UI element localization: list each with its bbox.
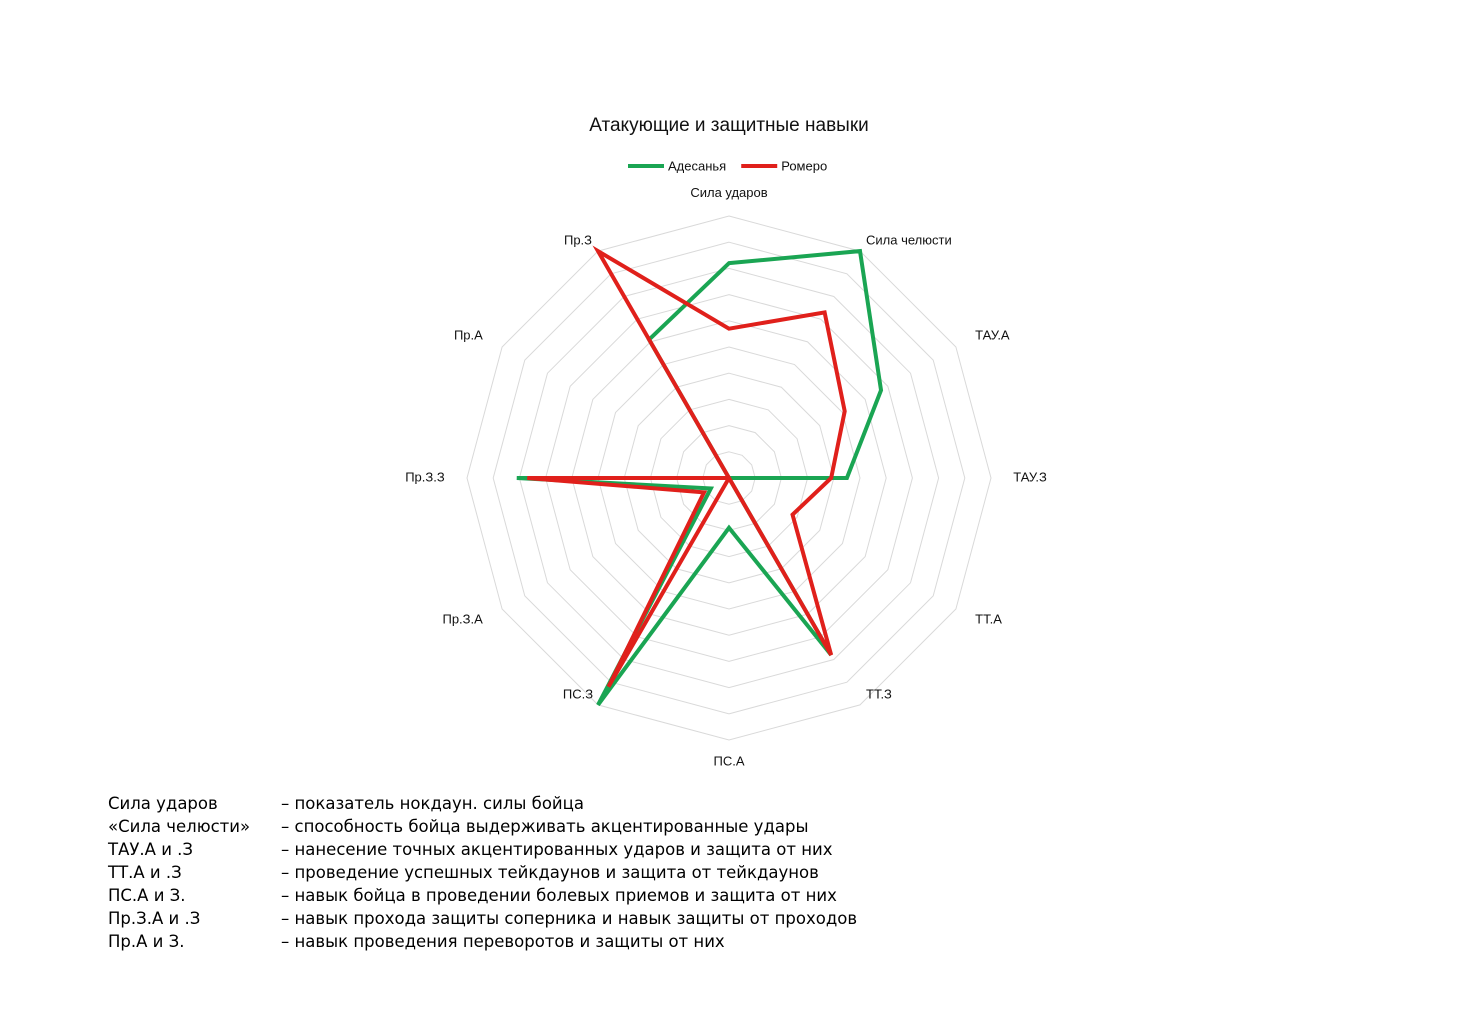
- note-description: – показатель нокдаун. силы бойца: [281, 794, 584, 813]
- series-line: [527, 245, 847, 688]
- note-row: Пр.А и З. – навык проведения переворотов …: [108, 930, 857, 953]
- chart: Атакующие и защитные навыки Сила ударов С…: [405, 115, 1047, 769]
- note-row: Пр.З.А и .З – навык прохода защиты соперн…: [108, 907, 857, 930]
- grid-ring: [466, 215, 992, 741]
- note-term: «Сила челюсти»: [108, 817, 251, 836]
- axis-label: Пр.З: [564, 233, 592, 248]
- note-description: – навык проведения переворотов и защиты …: [281, 932, 725, 951]
- grid-ring: [492, 241, 966, 715]
- grid-ring: [649, 398, 809, 558]
- legend-label: Адесанья: [668, 158, 726, 173]
- note-row: ТТ.А и .З – проведение успешных тейкдауно…: [108, 861, 857, 884]
- note-description: – нанесение точных акцентированных ударо…: [281, 840, 833, 859]
- note-term: Сила ударов: [108, 794, 218, 813]
- axis-label: ПС.А: [713, 754, 744, 769]
- axis-label: Сила челюсти: [866, 233, 952, 248]
- axis-label: ТАУ.А: [975, 327, 1010, 342]
- grid-ring: [571, 320, 887, 636]
- axis-label: Пр.З.З: [405, 469, 445, 484]
- note-term: ПС.А и З.: [108, 886, 186, 905]
- note-row: ТАУ.А и .З – нанесение точных акцентирова…: [108, 838, 857, 861]
- note-term: Пр.А и З.: [108, 932, 185, 951]
- axis-label: ТАУ.З: [1013, 469, 1047, 484]
- chart-title: Атакующие и защитные навыки: [589, 115, 869, 136]
- grid-ring: [623, 372, 835, 584]
- axis-label: Пр.З.А: [442, 612, 483, 627]
- axis-label: ТТ.З: [866, 686, 892, 701]
- axis-label: ПС.З: [563, 686, 593, 701]
- note-description: – навык прохода защиты соперника и навык…: [281, 909, 858, 928]
- axis-label: Сила ударов: [690, 185, 767, 200]
- axis-label: ТТ.А: [975, 612, 1002, 627]
- note-description: – способность бойца выдерживать акцентир…: [281, 817, 809, 836]
- note-description: – проведение успешных тейкдаунов и защит…: [281, 863, 819, 882]
- note-row: Сила ударов – показатель нокдаун. силы бо…: [108, 792, 857, 815]
- axis-label: Пр.А: [454, 327, 483, 342]
- note-term: ТАУ.А и .З: [108, 840, 193, 859]
- note-description: – навык бойца в проведении болевых прием…: [281, 886, 837, 905]
- grid-ring: [518, 267, 940, 689]
- note-row: ПС.А и З. – навык бойца в проведении боле…: [108, 884, 857, 907]
- legend-notes: Сила ударов – показатель нокдаун. силы бо…: [108, 792, 857, 953]
- note-term: Пр.З.А и .З: [108, 909, 201, 928]
- note-row: «Сила челюсти» – способность бойца выдерж…: [108, 815, 857, 838]
- grid-ring: [545, 294, 913, 662]
- legend-label: Ромеро: [781, 158, 827, 173]
- grid-ring: [702, 451, 756, 505]
- note-term: ТТ.А и .З: [108, 863, 182, 882]
